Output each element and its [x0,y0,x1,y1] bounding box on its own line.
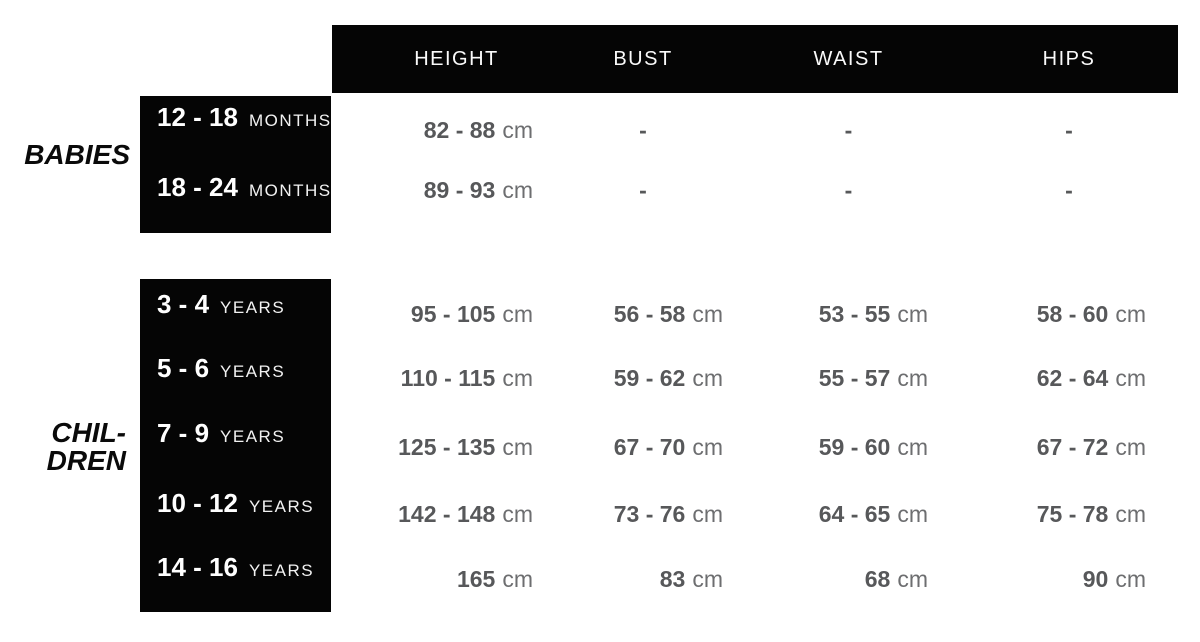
bust-value: 73 - 76 cm [613,501,723,527]
height-value: 82 - 88 cm [423,117,533,143]
age-label-children-4: 14 - 16 YEARS [157,547,314,587]
waist-value: - [844,177,853,203]
waist-value: 68 cm [864,566,928,592]
table-row-babies-0: 82 - 88 cm - - - [332,110,1178,150]
age-range: 3 - 4 [157,289,210,319]
age-label-children-0: 3 - 4 YEARS [157,284,285,324]
waist-value: 55 - 57 cm [818,365,928,391]
age-unit: MONTHS [248,111,332,130]
bust-value: 83 cm [659,566,723,592]
age-range: 12 - 18 [157,102,238,132]
column-header-hips: HIPS [1042,47,1096,70]
hips-value: 90 cm [1082,566,1146,592]
age-range: 7 - 9 [157,418,210,448]
age-unit: YEARS [248,561,315,580]
waist-value: 64 - 65 cm [818,501,928,527]
age-unit: YEARS [220,298,286,317]
waist-value: - [844,117,853,143]
table-row-children-1: 110 - 115 cm 59 - 62 cm 55 - 57 cm 62 - 64 c… [332,358,1178,398]
age-unit: YEARS [220,362,286,381]
height-value: 89 - 93 cm [423,177,533,203]
bust-value: 56 - 58 cm [613,301,723,327]
group-label-children-line1: CHIL- [51,417,126,448]
column-header-height: HEIGHT [414,47,499,70]
waist-value: 53 - 55 cm [818,301,928,327]
age-label-children-2: 7 - 9 YEARS [157,413,285,453]
bust-value: - [639,117,647,143]
age-unit: MONTHS [248,181,332,200]
group-label-babies: BABIES [24,139,130,170]
hips-value: 62 - 64 cm [1036,365,1146,391]
table-row-children-3: 142 - 148 cm 73 - 76 cm 64 - 65 cm 75 - 78 c… [332,494,1178,534]
height-value: 125 - 135 cm [398,434,533,460]
age-unit: YEARS [248,497,315,516]
hips-value: 58 - 60 cm [1036,301,1146,327]
age-range: 10 - 12 [157,488,238,518]
column-header-bust: BUST [613,47,673,70]
hips-value: 75 - 78 cm [1036,501,1146,527]
height-value: 165 cm [456,566,533,592]
hips-value: 67 - 72 cm [1036,434,1146,460]
age-label-babies-0: 12 - 18 MONTHS [157,97,332,137]
bust-value: - [639,177,647,203]
age-range: 18 - 24 [157,172,238,202]
table-row-children-2: 125 - 135 cm 67 - 70 cm 59 - 60 cm 67 - 72 c… [332,427,1178,467]
table-row-children-0: 95 - 105 cm 56 - 58 cm 53 - 55 cm 58 - 60 cm [332,294,1178,334]
children-age-box [140,279,331,612]
table-header: HEIGHT BUST WAIST HIPS [332,25,1178,93]
group-label-children: CHIL- DREN [0,419,126,475]
age-label-children-1: 5 - 6 YEARS [157,348,285,388]
hips-value: - [1065,117,1073,143]
group-label-children-line2: DREN [46,445,126,476]
bust-value: 67 - 70 cm [613,434,723,460]
babies-age-box [140,96,331,233]
column-header-waist: WAIST [813,47,884,70]
hips-value: - [1065,177,1073,203]
height-value: 95 - 105 cm [410,301,533,327]
age-unit: YEARS [220,427,286,446]
age-label-children-3: 10 - 12 YEARS [157,483,314,523]
table-row-babies-1: 89 - 93 cm - - - [332,170,1178,210]
height-value: 142 - 148 cm [398,501,533,527]
bust-value: 59 - 62 cm [613,365,723,391]
age-range: 14 - 16 [157,552,238,582]
table-row-children-4: 165 cm 83 cm 68 cm 90 cm [332,559,1178,599]
age-range: 5 - 6 [157,353,210,383]
age-label-babies-1: 18 - 24 MONTHS [157,167,332,207]
waist-value: 59 - 60 cm [818,434,928,460]
height-value: 110 - 115 cm [400,365,533,391]
